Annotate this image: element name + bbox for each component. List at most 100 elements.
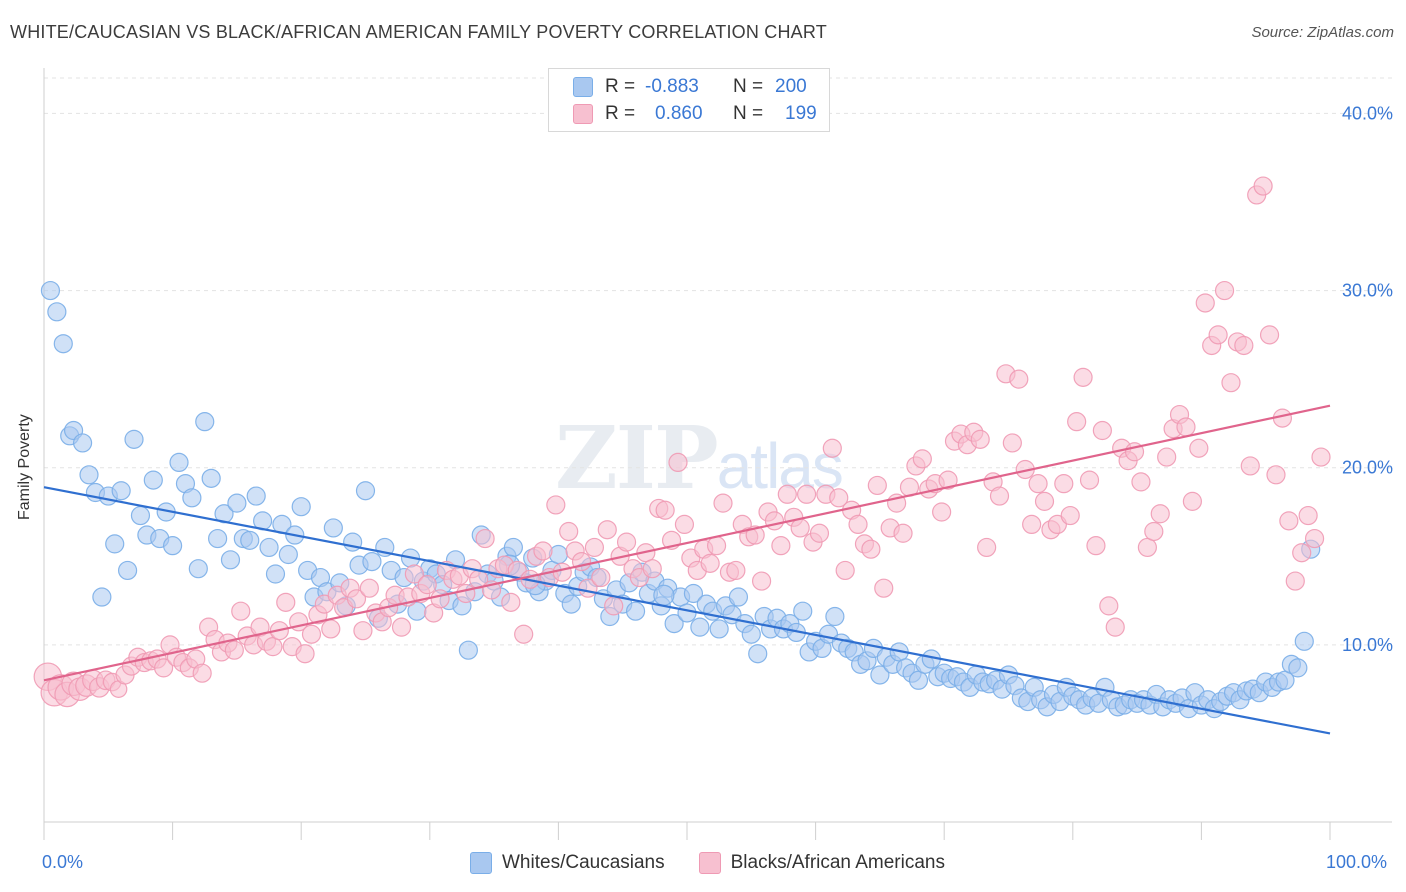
point-blacks — [1195, 293, 1215, 313]
trend-line-blacks — [43, 404, 1331, 682]
legend-r-label: R = — [605, 103, 636, 124]
point-whites — [690, 617, 710, 637]
point-blacks — [192, 663, 212, 683]
point-whites — [291, 497, 311, 517]
legend-n-value: 200 — [775, 76, 807, 97]
point-blacks — [1022, 514, 1042, 535]
point-whites — [53, 334, 73, 354]
point-blacks — [1034, 491, 1055, 511]
point-whites — [355, 481, 376, 501]
legend-r-label: R = — [605, 76, 636, 97]
point-whites — [259, 537, 279, 558]
legend-r-value: -0.883 — [645, 76, 699, 97]
point-blacks — [1131, 472, 1151, 492]
point-blacks — [321, 619, 341, 639]
point-blacks — [1073, 367, 1093, 387]
legend-n-label: N = — [733, 103, 764, 124]
series-legend: Whites/Caucasians Blacks/African America… — [470, 852, 979, 874]
point-blacks — [1298, 505, 1318, 526]
point-blacks — [263, 637, 283, 657]
point-blacks — [559, 521, 579, 542]
point-blacks — [1176, 417, 1196, 437]
point-blacks — [391, 617, 412, 637]
point-blacks — [977, 537, 997, 558]
point-blacks — [616, 532, 637, 552]
point-whites — [709, 619, 729, 639]
trend-line-whites — [43, 486, 1331, 735]
y-tick-label: 40.0% — [1342, 103, 1393, 123]
point-whites — [163, 536, 183, 556]
point-blacks — [1240, 456, 1260, 476]
point-blacks — [597, 520, 617, 540]
source-label: Source: ZipAtlas.com — [1251, 24, 1394, 41]
point-blacks — [1253, 176, 1273, 196]
point-blacks — [1221, 373, 1241, 393]
point-blacks — [552, 562, 572, 582]
point-blacks — [456, 583, 476, 604]
point-whites — [458, 640, 478, 660]
point-whites — [220, 550, 241, 570]
point-blacks — [153, 658, 174, 678]
point-blacks — [1028, 474, 1048, 494]
point-whites — [79, 465, 99, 485]
correlation-legend: R = -0.883 N = 200 R = 0.860 N = 199 — [548, 68, 830, 132]
point-blacks — [706, 536, 727, 556]
legend-swatch-blacks — [698, 852, 721, 874]
point-blacks — [591, 567, 611, 588]
point-blacks — [771, 536, 791, 556]
point-blacks — [1067, 412, 1087, 432]
watermark: ZIPatlas — [555, 408, 844, 509]
chart-title: WHITE/CAUCASIAN VS BLACK/AFRICAN AMERICA… — [10, 22, 827, 42]
point-blacks — [1304, 528, 1325, 549]
point-blacks — [295, 644, 315, 664]
point-blacks — [514, 624, 534, 644]
point-blacks — [353, 621, 373, 641]
watermark-zip: ZIP — [555, 408, 719, 509]
point-whites — [870, 665, 890, 685]
point-blacks — [1060, 505, 1080, 526]
point-blacks — [546, 495, 566, 515]
point-blacks — [584, 537, 605, 558]
point-blacks — [1182, 491, 1202, 511]
point-whites — [246, 486, 266, 506]
point-whites — [1294, 631, 1314, 651]
point-whites — [40, 280, 61, 301]
point-blacks — [764, 511, 785, 531]
point-blacks — [1105, 617, 1125, 637]
point-blacks — [276, 592, 296, 612]
point-blacks — [642, 559, 662, 579]
point-blacks — [893, 523, 913, 543]
point-blacks — [224, 640, 244, 660]
point-blacks — [822, 438, 842, 458]
point-blacks — [1285, 571, 1305, 591]
point-blacks — [1086, 536, 1106, 556]
legend-label-whites: Whites/Caucasians — [502, 852, 665, 873]
point-whites — [561, 594, 581, 614]
point-blacks — [796, 484, 817, 504]
point-blacks — [874, 578, 894, 598]
point-blacks — [989, 486, 1010, 506]
point-blacks — [932, 502, 952, 522]
x-tick-label-max: 100.0% — [1326, 852, 1388, 872]
point-whites — [625, 601, 646, 621]
legend-row-blacks: R = 0.860 N = 199 — [573, 101, 817, 127]
point-blacks — [231, 601, 251, 621]
point-blacks — [668, 452, 688, 472]
point-whites — [92, 587, 112, 607]
point-blacks — [604, 596, 624, 616]
point-whites — [130, 505, 151, 526]
point-whites — [208, 528, 228, 549]
point-whites — [47, 302, 67, 322]
point-whites — [793, 601, 813, 621]
point-whites — [143, 470, 163, 490]
point-whites — [908, 670, 929, 690]
point-blacks — [1157, 447, 1177, 467]
legend-swatch-whites — [470, 852, 492, 874]
point-blacks — [1292, 543, 1312, 563]
point-blacks — [777, 484, 797, 504]
point-blacks — [655, 500, 675, 520]
point-blacks — [848, 514, 868, 535]
point-whites — [741, 624, 761, 644]
point-blacks — [301, 624, 322, 644]
